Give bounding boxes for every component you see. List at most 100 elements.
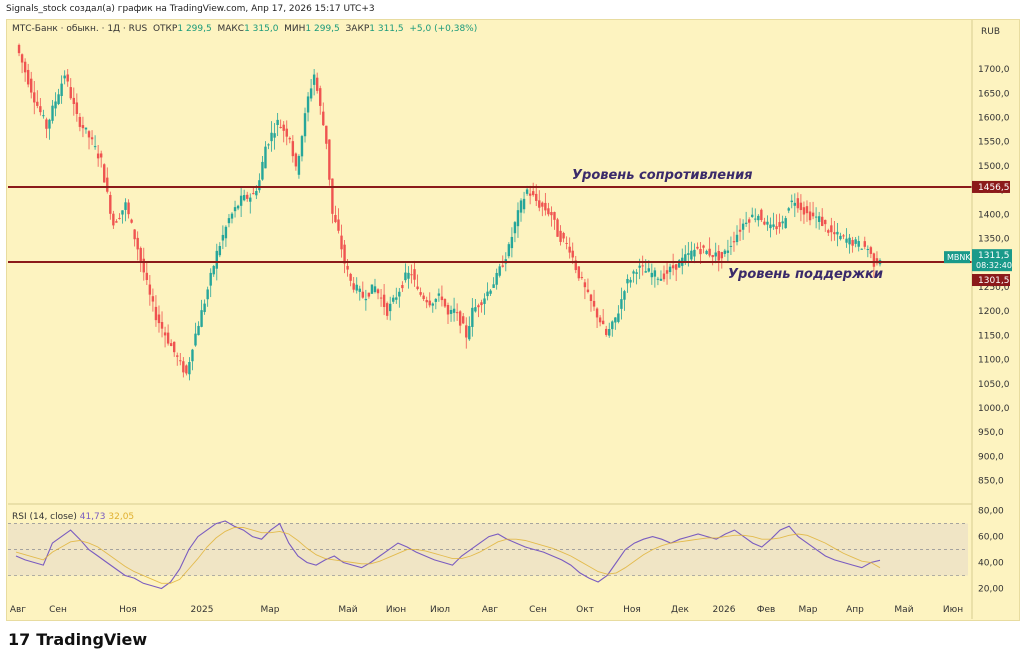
candle-body: [325, 125, 328, 144]
levels-layer: Уровень сопротивления Уровень поддержки: [8, 168, 972, 282]
tradingview-footer[interactable]: 17 TradingView: [8, 630, 147, 649]
countdown-timer: 08:32:40: [976, 261, 1012, 270]
support-price-tag: 1301,5: [978, 276, 1010, 286]
ticker-tag-bg: [944, 251, 970, 264]
candle-body: [440, 296, 444, 301]
candle-body: [291, 141, 295, 157]
candle-body: [845, 238, 848, 243]
candle-body: [455, 312, 459, 314]
axes-layer: RUB1700,01650,01600,01550,01500,01450,01…: [10, 20, 1012, 619]
candle-body: [431, 303, 434, 306]
candle-body: [331, 178, 334, 214]
candle-body: [547, 208, 550, 215]
candle-body: [166, 332, 170, 344]
candle-body: [142, 258, 145, 273]
candle-body: [349, 273, 352, 281]
candle-body: [717, 250, 720, 261]
candle-body: [42, 115, 45, 117]
candle-body: [169, 343, 173, 346]
candle-body: [404, 272, 407, 281]
candle-body: [817, 216, 821, 222]
candle-body: [270, 132, 273, 142]
time-axis-label: Дек: [671, 605, 690, 615]
candle-body: [857, 241, 860, 247]
candle-body: [662, 273, 666, 280]
low-label: МИН: [284, 24, 306, 34]
candle-body: [361, 291, 365, 298]
candle-body: [261, 161, 264, 180]
candle-body: [498, 266, 501, 276]
candle-body: [54, 101, 57, 109]
rsi-tick-label: 40,00: [978, 559, 1004, 569]
candle-body: [656, 278, 660, 280]
candle-body: [486, 291, 489, 297]
candle-body: [647, 268, 650, 272]
candle-body: [106, 177, 109, 192]
candle-body: [583, 282, 587, 288]
candle-body: [419, 292, 422, 295]
candle-body: [729, 245, 733, 247]
candle-body: [285, 128, 288, 137]
candle-body: [842, 235, 845, 237]
candle-body: [638, 265, 641, 268]
candle-body: [489, 290, 492, 294]
time-axis-label: Июн: [386, 605, 406, 615]
candle-body: [355, 284, 358, 291]
candle-body: [741, 223, 745, 230]
price-tick-label: 1100,0: [978, 356, 1010, 366]
candle-body: [194, 333, 197, 346]
currency-label[interactable]: RUB: [981, 27, 1000, 37]
candle-body: [531, 191, 535, 196]
candle-body: [541, 202, 544, 207]
price-tick-label: 950,0: [978, 428, 1004, 438]
candle-body: [297, 156, 301, 175]
low-value: 1 299,5: [305, 24, 340, 34]
support-annotation: Уровень поддержки: [728, 267, 883, 282]
candle-body: [653, 270, 657, 277]
candle-body: [784, 218, 787, 229]
open-label: ОТКР: [152, 24, 178, 34]
candle-body: [96, 153, 100, 159]
candle-body: [735, 234, 739, 243]
candle-body: [212, 266, 215, 275]
candle-body: [474, 307, 477, 312]
candle-body: [206, 289, 209, 300]
candle-body: [744, 222, 748, 224]
candle-body: [60, 83, 63, 97]
candle-body: [398, 291, 401, 297]
candle-body: [282, 124, 285, 131]
candle-body: [863, 241, 866, 247]
candle-body: [172, 341, 176, 353]
candle-body: [319, 88, 322, 106]
candle-body: [395, 297, 398, 300]
candle-body: [535, 193, 538, 201]
candle-body: [328, 139, 331, 180]
candle-body: [90, 137, 94, 140]
candle-body: [796, 198, 800, 209]
candle-body: [492, 284, 495, 288]
candle-body: [154, 306, 158, 321]
candle-body: [528, 193, 532, 196]
candle-body: [422, 295, 425, 300]
candle-body: [869, 247, 873, 254]
candle-body: [127, 202, 130, 215]
candle-body: [699, 248, 702, 255]
candle-body: [51, 105, 54, 121]
candle-body: [641, 265, 644, 267]
rsi-tick-label: 60,00: [978, 533, 1004, 543]
candle-body: [754, 218, 757, 220]
price-tick-label: 1000,0: [978, 404, 1010, 414]
candle-body: [75, 102, 79, 114]
time-axis-label: Июл: [430, 605, 450, 615]
candle-body: [273, 133, 276, 138]
price-tick-label: 1350,0: [978, 235, 1010, 245]
candle-body: [580, 277, 584, 279]
candle-body: [30, 78, 33, 93]
resistance-annotation: Уровень сопротивления: [572, 168, 753, 183]
candle-body: [802, 207, 806, 215]
close-label: ЗАКР: [345, 24, 370, 34]
candle-body: [468, 326, 471, 340]
candle-body: [288, 137, 292, 140]
candle-body: [604, 328, 608, 335]
